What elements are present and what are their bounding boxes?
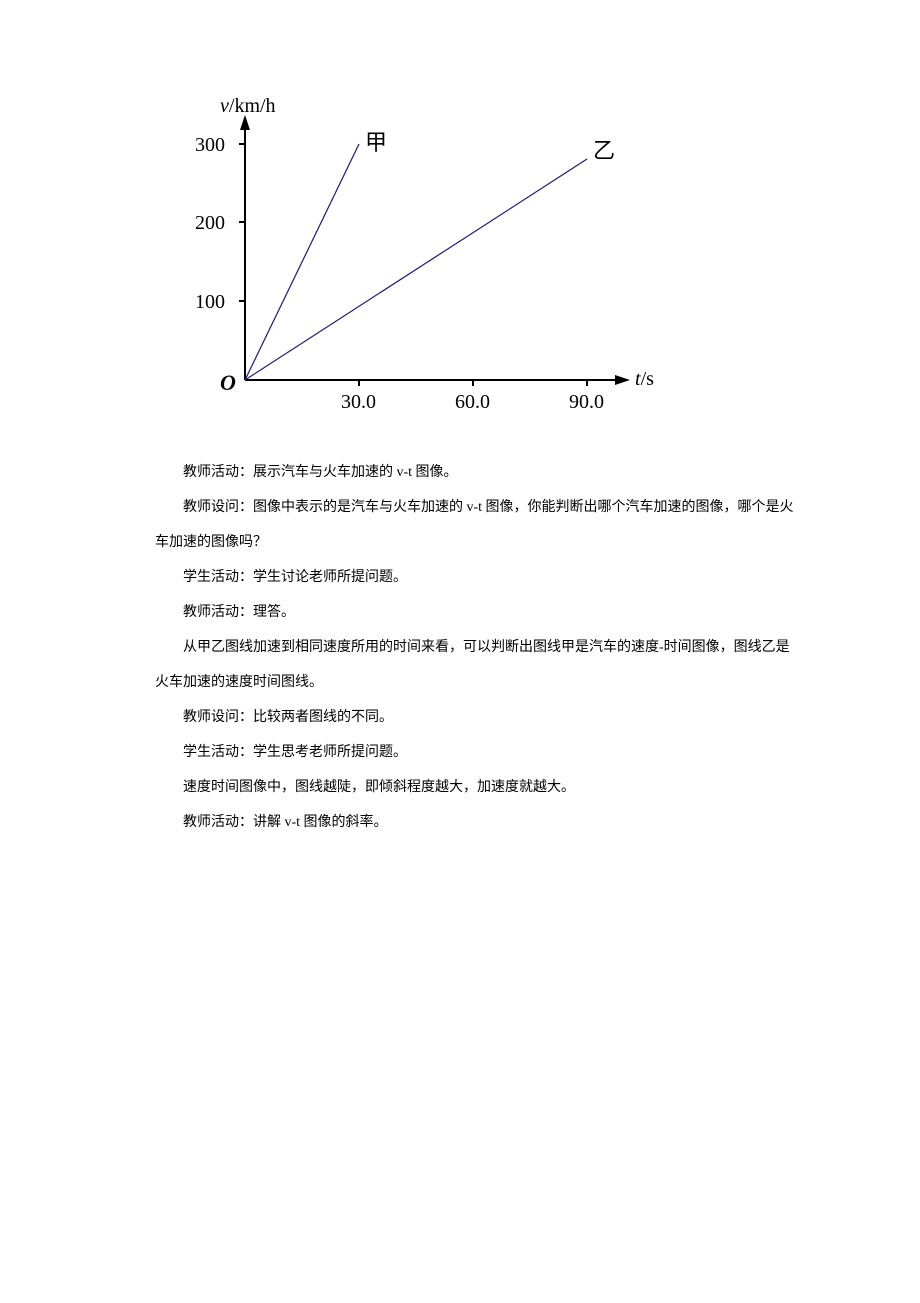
- para-3: 学生活动：学生讨论老师所提问题。: [155, 560, 800, 595]
- para-4: 教师活动：理答。: [155, 595, 800, 630]
- origin-label: O: [220, 370, 236, 395]
- para-9: 教师活动：讲解 v-t 图像的斜率。: [155, 805, 800, 840]
- para-2: 教师设问：图像中表示的是汽车与火车加速的 v-t 图像，你能判断出哪个汽车加速的…: [155, 490, 800, 560]
- para-5: 从甲乙图线加速到相同速度所用的时间来看，可以判断出图线甲是汽车的速度-时间图像，…: [155, 630, 800, 700]
- y-tick-label-100: 100: [195, 291, 225, 313]
- para-6: 教师设问：比较两者图线的不同。: [155, 700, 800, 735]
- x-axis-label: t/s: [635, 368, 654, 390]
- y-tick-label-200: 200: [195, 212, 225, 234]
- para-1: 教师活动：展示汽车与火车加速的 v-t 图像。: [155, 455, 800, 490]
- x-tick-label-30: 30.0: [341, 391, 376, 413]
- y-tick-label-300: 300: [195, 134, 225, 156]
- vt-chart: v/km/h t/s O 100 200 300 30.0 60.0: [185, 90, 800, 425]
- vt-chart-svg: v/km/h t/s O 100 200 300 30.0 60.0: [185, 90, 665, 420]
- x-tick-label-90: 90.0: [569, 391, 604, 413]
- series-jia-label: 甲: [365, 130, 387, 155]
- x-tick-label-60: 60.0: [455, 391, 490, 413]
- para-8: 速度时间图像中，图线越陡，即倾斜程度越大，加速度就越大。: [155, 770, 800, 805]
- y-axis-label: v/km/h: [220, 95, 276, 117]
- para-7: 学生活动：学生思考老师所提问题。: [155, 735, 800, 770]
- series-yi-label: 乙: [593, 138, 615, 163]
